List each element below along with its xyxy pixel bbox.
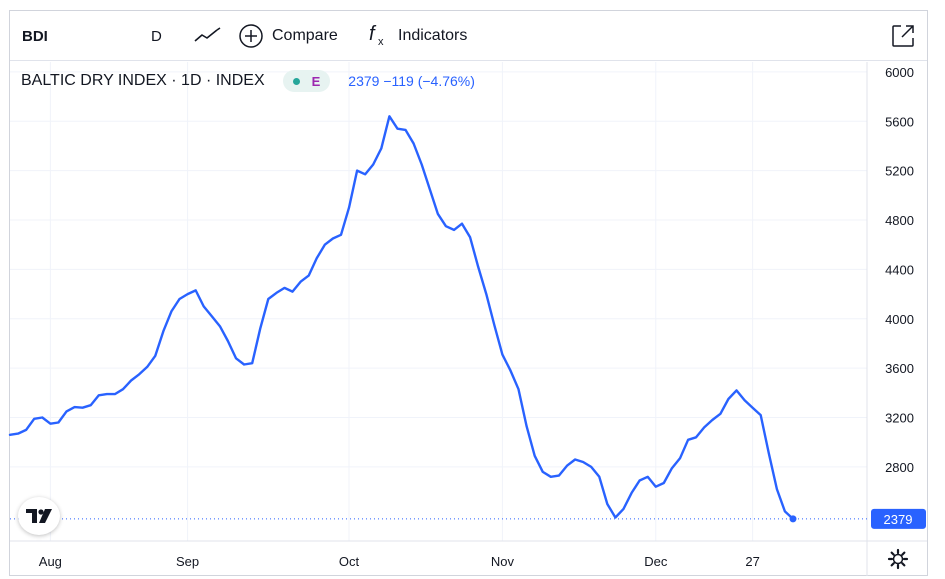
market-status-badge[interactable]: E [282, 70, 331, 92]
chart-toolbar: BDI D Compare f x Indicators [10, 11, 927, 61]
series-legend: BALTIC DRY INDEX · 1D · INDEX E 2379 −11… [21, 70, 475, 92]
series-title: BALTIC DRY INDEX · 1D · INDEX [21, 72, 265, 89]
svg-text:x: x [378, 36, 384, 48]
status-dot-icon [292, 77, 300, 85]
expand-icon [892, 25, 914, 47]
svg-text:f: f [369, 23, 377, 45]
plus-circle-icon [239, 24, 263, 48]
indicators-button[interactable]: f x Indicators [368, 11, 467, 61]
fullscreen-button[interactable] [890, 11, 916, 61]
tradingview-logo-icon [26, 509, 52, 523]
badge-letter: E [311, 73, 321, 89]
chart-type-button[interactable] [193, 11, 221, 61]
compare-label: Compare [272, 27, 338, 44]
line-chart-icon [194, 27, 221, 42]
indicators-label: Indicators [398, 27, 468, 44]
symbol-search-button[interactable]: BDI [22, 27, 48, 45]
chart-frame [9, 10, 928, 576]
last-quote: 2379 −119 (−4.76%) [348, 73, 475, 89]
fx-icon: f x [369, 23, 384, 48]
tradingview-logo[interactable] [18, 497, 60, 535]
compare-button[interactable]: Compare [238, 11, 338, 61]
interval-button[interactable]: D [151, 27, 162, 45]
